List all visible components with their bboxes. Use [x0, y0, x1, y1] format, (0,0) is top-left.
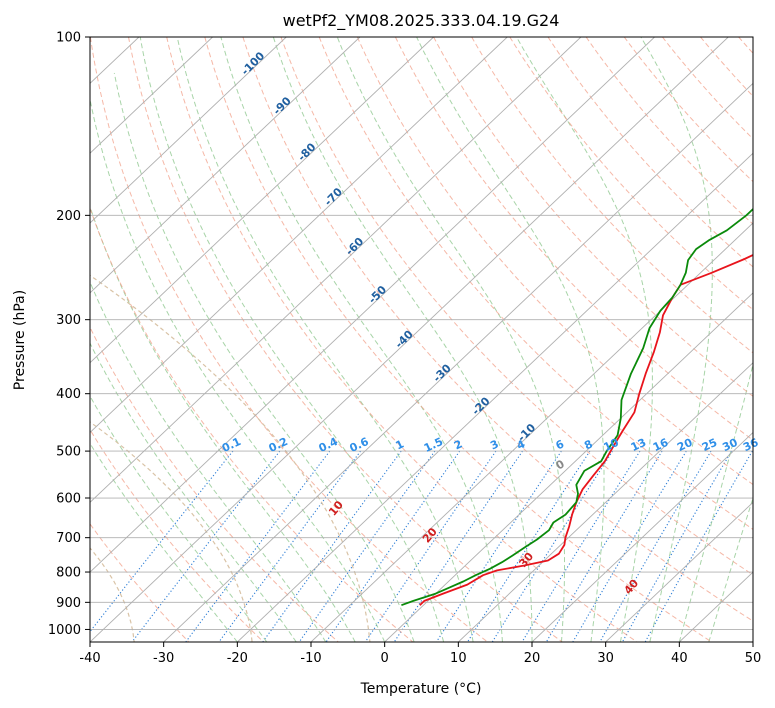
y-axis-ticks: 100 200 300 400 500 600 700 800 900 1000	[48, 31, 90, 638]
dry-adiabat-line	[356, 37, 753, 486]
x-tick-label: 10	[450, 651, 467, 666]
mixing-ratio-line	[393, 450, 523, 642]
x-tick-label: 50	[745, 651, 762, 666]
isotherm-line	[90, 37, 361, 294]
mixing-ratio-line	[131, 450, 281, 642]
x-axis-label: Temperature (°C)	[360, 681, 482, 697]
isotherm-line	[90, 37, 582, 503]
y-tick-label: 1000	[48, 623, 81, 638]
mixing-ratio-line	[599, 450, 712, 642]
isotherm-line	[90, 37, 729, 642]
x-tick-label: -10	[300, 651, 321, 666]
lcl-curves	[90, 274, 371, 642]
dewpoint-profile-line	[401, 207, 753, 607]
y-tick-label: 800	[56, 566, 81, 581]
y-tick-label: 900	[56, 596, 81, 611]
chart-title: wetPf2_YM08.2025.333.04.19.G24	[283, 11, 560, 31]
y-tick-label: 600	[56, 492, 81, 507]
moist-adiabat-line	[90, 280, 327, 642]
moist-adiabat-line	[139, 37, 445, 642]
y-tick-label: 100	[56, 31, 81, 46]
dry-adiabat-line	[90, 523, 190, 642]
dry-adiabat-line	[90, 326, 339, 642]
mixing-ratio-line	[521, 450, 641, 642]
temperature-profile-line	[419, 254, 753, 606]
isotherm-line	[90, 37, 213, 154]
mixing-ratio-label: 16	[651, 436, 671, 454]
lcl-curve	[90, 274, 371, 642]
dry-adiabat-line	[166, 37, 638, 642]
lcl-curve	[90, 421, 253, 642]
dry-adiabat-line	[128, 37, 563, 642]
mixing-ratio-line	[491, 450, 614, 642]
moist-adiabat-line	[516, 37, 653, 642]
dry-adiabat-line	[623, 37, 753, 183]
mixing-ratio-line	[435, 450, 562, 642]
isotherm-line	[237, 152, 753, 642]
mixing-ratio-line	[185, 450, 331, 642]
moist-adiabat-line	[416, 37, 605, 642]
dry-adiabat-line	[318, 37, 753, 530]
x-tick-label: 20	[524, 651, 541, 666]
moist-adiabat-line	[90, 395, 268, 642]
isotherm-line	[90, 37, 508, 434]
moist-adiabat-line	[90, 205, 356, 642]
isotherm-line	[531, 431, 753, 642]
mixing-ratio-label: 36	[741, 436, 761, 454]
moist-adiabat-line	[640, 37, 713, 642]
x-tick-label: 30	[597, 651, 614, 666]
isotherm-line	[90, 37, 434, 364]
mixing-ratio-label: 30	[720, 436, 740, 454]
isotherm-line	[90, 37, 655, 573]
mixing-ratio-label: 20	[675, 436, 695, 454]
dry-adiabat-line	[433, 37, 753, 397]
mixing-ratio-label: 13	[629, 436, 648, 454]
isotherm-line	[384, 292, 753, 642]
mixing-ratio-label: 10	[601, 436, 621, 454]
y-tick-label: 200	[56, 209, 81, 224]
mixing-ratio-label: 25	[700, 436, 719, 454]
moist-adiabat-line	[113, 72, 415, 642]
y-tick-label: 400	[56, 387, 81, 402]
mixing-ratio-line	[364, 450, 497, 642]
moist-adiabat-line	[176, 37, 474, 642]
mixing-ratio-line	[545, 450, 663, 642]
isotherm-line	[310, 222, 753, 642]
moist-adiabat-line	[90, 96, 386, 642]
x-axis-ticks: -40 -30 -20 -10 0 10 20 30 40 50	[79, 642, 761, 666]
y-axis-label: Pressure (hPa)	[12, 290, 28, 390]
x-tick-label: -40	[79, 651, 100, 666]
moist-adiabat-line	[272, 37, 533, 642]
dry-adiabat-line	[280, 37, 753, 576]
moist-adiabat-line	[678, 362, 753, 642]
moist-adiabat-line	[90, 442, 238, 642]
isotherm-line	[90, 37, 287, 224]
x-tick-label: -20	[227, 651, 248, 666]
moist-adiabat-line	[336, 37, 565, 642]
y-tick-label: 500	[56, 445, 81, 460]
dry-adiabat-line	[204, 37, 712, 642]
x-tick-label: 40	[671, 651, 688, 666]
plot-area	[90, 37, 753, 642]
moist-adiabat-line	[220, 37, 503, 642]
y-tick-label: 700	[56, 531, 81, 546]
mixing-ratio-line	[325, 450, 461, 642]
dry-adiabat-line	[585, 37, 753, 225]
profile-series	[401, 207, 753, 607]
x-tick-label: -30	[153, 651, 174, 666]
dry-adiabat-line	[242, 37, 753, 622]
mixing-ratio-line	[467, 450, 591, 642]
dry-adiabat-line	[509, 37, 753, 311]
isotherm-line	[163, 82, 753, 642]
dry-adiabat-line	[90, 37, 488, 642]
dry-adiabat-line	[90, 206, 414, 642]
x-tick-label: 0	[381, 651, 389, 666]
isotherms	[90, 37, 753, 642]
isotherm-line	[605, 501, 753, 642]
dry-adiabat-line	[471, 37, 753, 354]
plot-frame	[89, 36, 754, 643]
y-tick-label: 300	[56, 313, 81, 328]
